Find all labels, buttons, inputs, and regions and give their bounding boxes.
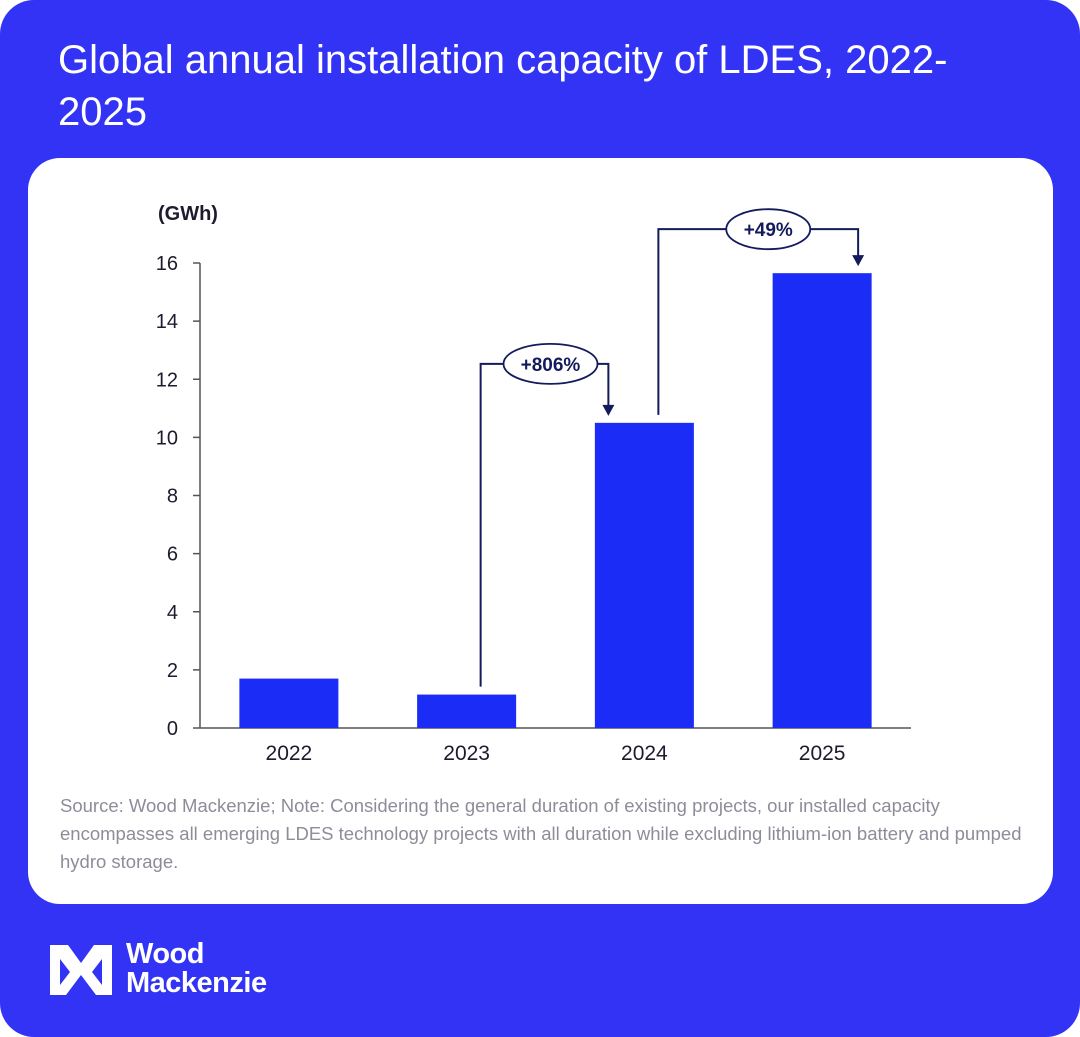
y-tick-label: 2 — [167, 660, 178, 682]
growth-label: +806% — [521, 355, 581, 376]
growth-annotation: +49% — [657, 208, 865, 415]
x-tick-label: 2025 — [799, 742, 846, 765]
y-tick-label: 4 — [167, 602, 178, 624]
y-tick-label: 14 — [156, 311, 178, 333]
bar-2022 — [239, 678, 339, 728]
growth-badge — [502, 342, 599, 385]
brand-name: Wood Mackenzie — [126, 940, 267, 998]
arrow-down-icon — [852, 255, 865, 267]
bar-2025 — [772, 273, 872, 728]
bar-2024 — [594, 422, 694, 728]
y-tick-label: 8 — [167, 486, 178, 508]
y-axis-label: (GWh) — [158, 203, 218, 225]
page-title: Global annual installation capacity of L… — [58, 38, 948, 134]
arrow-down-icon — [602, 404, 615, 416]
source-note: Source: Wood Mackenzie; Note: Considerin… — [60, 795, 1022, 872]
growth-label: +49% — [744, 220, 793, 241]
x-tick-label: 2022 — [266, 742, 313, 765]
growth-badge — [725, 208, 812, 251]
brand-name-line2: Mackenzie — [126, 967, 267, 999]
brand-logo: Wood Mackenzie — [50, 940, 350, 1010]
y-tick-label: 16 — [156, 253, 178, 275]
bar-chart: (GWh) 0 2 4 6 8 10 12 14 16 2022 2023 2024 2025 +80… — [156, 203, 911, 765]
y-tick-label: 10 — [156, 427, 178, 449]
chart-card: (GWh) 0 2 4 6 8 10 12 14 16 2022 2023 2024 2025 +80… — [28, 158, 1053, 904]
y-tick-label: 6 — [167, 544, 178, 566]
y-tick-label: 0 — [167, 718, 178, 740]
y-tick-label: 12 — [156, 369, 178, 391]
bar-2023 — [417, 694, 517, 728]
wood-mackenzie-logo-icon — [50, 945, 112, 995]
growth-connector — [479, 362, 610, 687]
x-tick-label: 2023 — [443, 742, 490, 765]
brand-name-line1: Wood — [126, 938, 204, 970]
x-tick-label: 2024 — [621, 742, 668, 765]
growth-annotation: +806% — [479, 342, 615, 687]
